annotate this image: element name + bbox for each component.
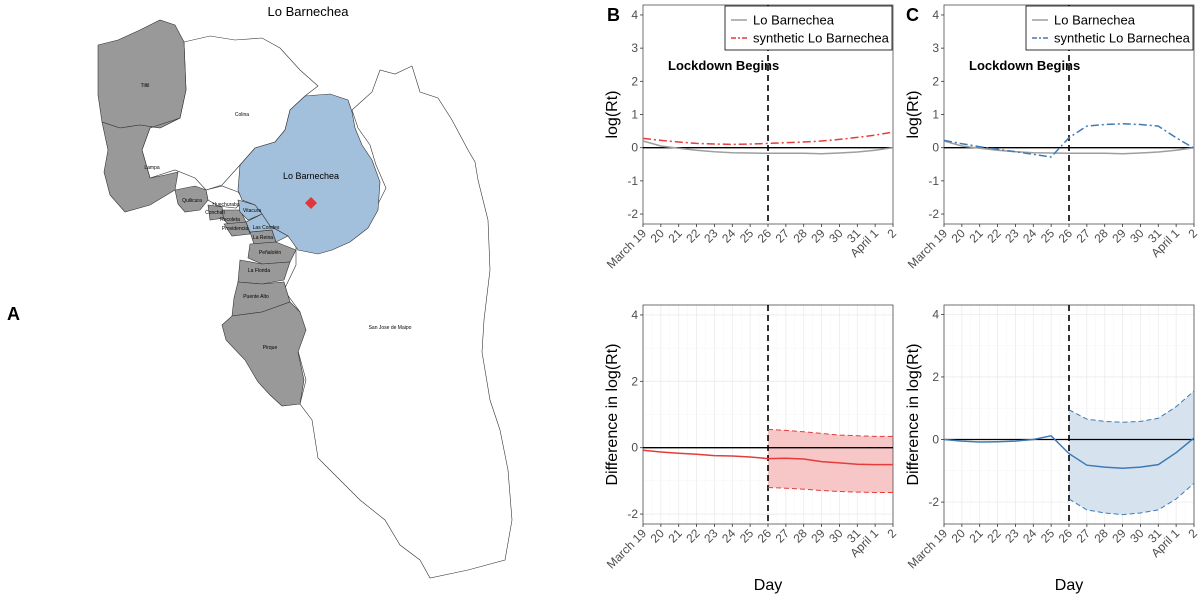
map-label-huechuraba: Huechuraba [212, 202, 239, 208]
y-tick-label: 2 [932, 370, 939, 384]
commune-pirque [221, 301, 307, 407]
y-tick-label: 2 [631, 374, 638, 388]
y-tick-label: 4 [631, 308, 638, 322]
series-lower-bound [767, 487, 893, 493]
y-tick-label: 3 [631, 41, 638, 55]
x-tick-label: March 19 [905, 226, 951, 272]
map-label-tiltil: Tiltil [141, 83, 150, 89]
panel-letter-b: B [607, 5, 620, 25]
x-tick-label: March 19 [604, 226, 650, 272]
y-tick-label: 1 [932, 108, 939, 122]
legend-box [1025, 5, 1194, 51]
map-label-san-jose-de-maipo: San Jose de Maipo [369, 325, 412, 331]
x-axis-title: Day [1055, 577, 1083, 594]
y-axis-title: Difference in log(Rt) [604, 344, 621, 486]
legend-label: Lo Barnechea [1054, 13, 1136, 28]
map-label-la-florida: La Florida [248, 268, 270, 274]
y-axis-title: log(Rt) [905, 90, 922, 138]
x-tick-label: March 19 [905, 526, 951, 572]
map-label-colina: Colina [235, 112, 249, 118]
y-tick-label: 2 [631, 74, 638, 88]
commune-tiltil [97, 19, 187, 129]
map-label-quilicura: Quilicura [182, 198, 202, 204]
y-tick-label: -2 [928, 207, 939, 221]
y-tick-label: 0 [631, 141, 638, 155]
series-upper-bound [767, 428, 893, 437]
legend-box [724, 5, 893, 51]
y-tick-label: -2 [928, 495, 939, 509]
y-tick-label: 1 [631, 108, 638, 122]
panel-letter-a: A [7, 304, 20, 324]
series-lo-barnechea [943, 140, 1195, 155]
series-synthetic-lo-barnechea [943, 123, 1195, 158]
commune-vitacura [237, 199, 263, 221]
x-axis-title: Day [754, 577, 782, 594]
map-label-recoleta: Recoleta [220, 217, 240, 223]
y-tick-label: 4 [932, 307, 939, 321]
x-tick-label: 2 [1185, 526, 1200, 541]
y-axis-title: Difference in log(Rt) [905, 344, 922, 486]
legend: Lo Barnechea synthetic Lo Barnechea [724, 5, 893, 51]
y-tick-label: -1 [627, 174, 638, 188]
x-tick-label: 2 [884, 526, 899, 541]
y-tick-label: 4 [631, 8, 638, 22]
commune-las-condes [245, 213, 289, 243]
commune-quilicura [174, 185, 209, 213]
legend: Lo Barnechea synthetic Lo Barnechea [1025, 5, 1194, 51]
y-axis-title: log(Rt) [604, 90, 621, 138]
commune-providencia [223, 221, 251, 237]
y-tick-label: 0 [932, 433, 939, 447]
x-tick-label: 2 [1185, 226, 1200, 241]
map-label-providencia: Providencia [222, 226, 248, 232]
x-tick-label: March 19 [604, 526, 650, 572]
legend-label: synthetic Lo Barnechea [1054, 31, 1191, 46]
series-upper-bound [1068, 390, 1195, 423]
map-label-lampa: Lampa [144, 165, 160, 171]
map-label-las-condes: Las Condes [253, 225, 280, 231]
y-tick-label: 4 [932, 8, 939, 22]
y-tick-label: 3 [932, 41, 939, 55]
map-label-pirque: Pirque [263, 345, 278, 351]
map-label-lo-barnechea: Lo Barnechea [283, 171, 339, 181]
y-tick-label: -1 [928, 174, 939, 188]
commune-lo-barnechea [237, 93, 381, 255]
lo-barnechea-marker [305, 197, 317, 209]
x-tick-label: 2 [884, 226, 899, 241]
map-label-puente-alto: Puente Alto [243, 294, 269, 300]
y-tick-label: 0 [631, 441, 638, 455]
commune-lampa [101, 117, 181, 213]
y-tick-label: -2 [627, 507, 638, 521]
series-difference [943, 434, 1195, 470]
map-label-conchali: Conchalí [205, 210, 225, 216]
series-lo-barnechea [642, 140, 894, 155]
map-label-penalolen: Peñalolén [259, 250, 281, 256]
panel-a-map: A Lo Barnechea Tiltil Colina Lampa Quili… [7, 4, 513, 579]
y-tick-label: 2 [932, 74, 939, 88]
legend-label: synthetic Lo Barnechea [753, 31, 890, 46]
map-label-vitacura: Vitacura [243, 208, 261, 214]
legend-label: Lo Barnechea [753, 13, 835, 28]
y-tick-label: -2 [627, 207, 638, 221]
lockdown-annotation: Lockdown Begins [969, 58, 1080, 73]
series-synthetic-lo-barnechea [642, 131, 894, 146]
confidence-band [1069, 391, 1194, 515]
map-label-la-reina: La Reina [253, 235, 273, 241]
panel-letter-c: C [906, 5, 919, 25]
y-tick-label: 0 [932, 141, 939, 155]
series-difference [642, 449, 893, 466]
series-lower-bound [1068, 482, 1195, 516]
lockdown-annotation: Lockdown Begins [668, 58, 779, 73]
confidence-band [768, 429, 893, 493]
map-title: Lo Barnechea [268, 4, 350, 19]
